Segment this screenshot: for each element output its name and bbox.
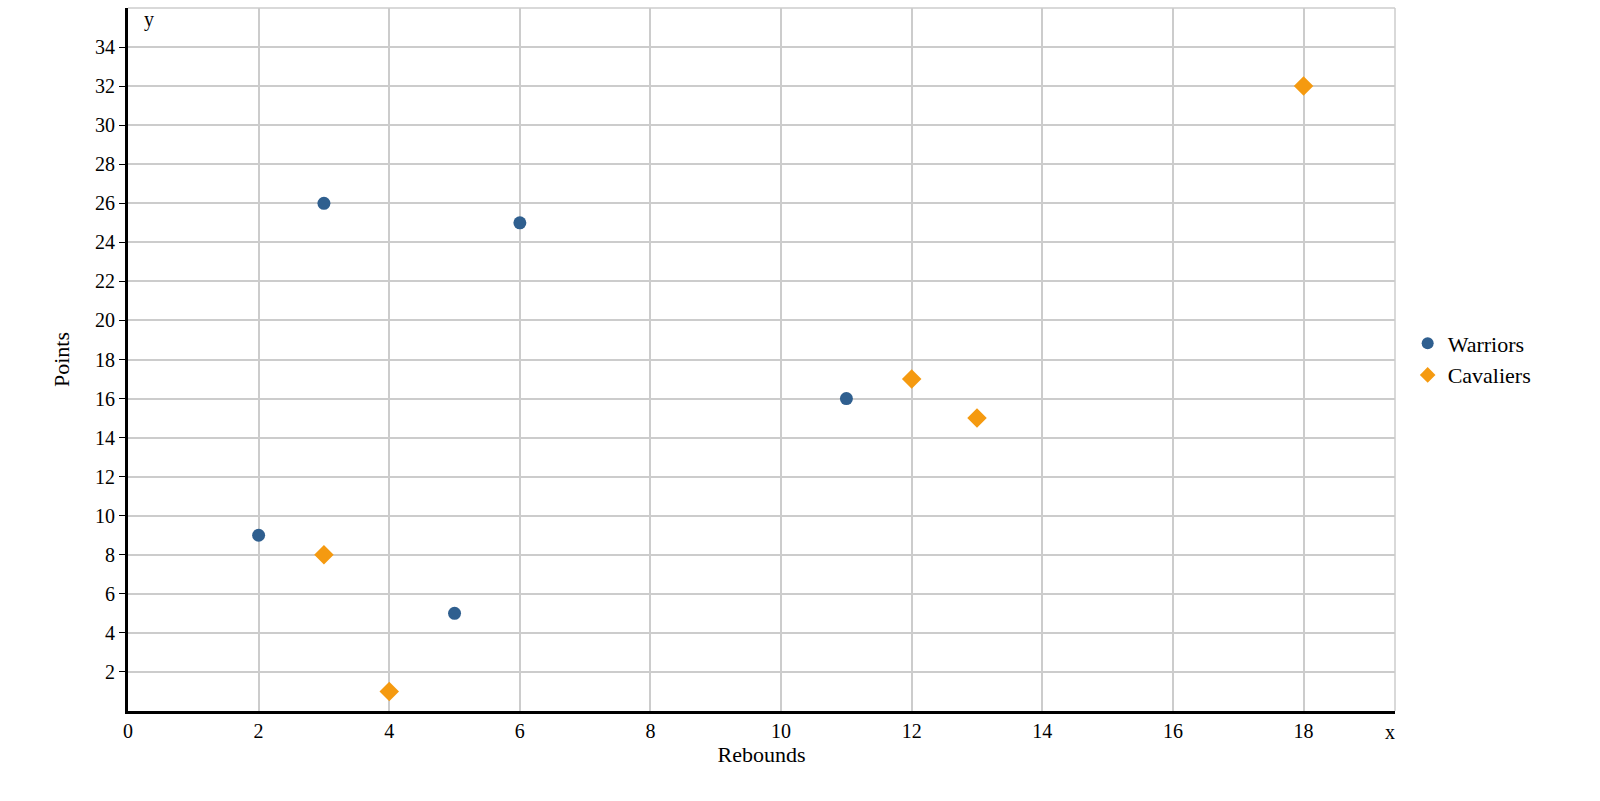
svg-text:30: 30 [95, 114, 115, 136]
svg-text:4: 4 [105, 622, 115, 644]
svg-text:Warriors: Warriors [1448, 332, 1524, 357]
svg-text:24: 24 [95, 231, 115, 253]
svg-text:Rebounds: Rebounds [718, 742, 806, 767]
svg-text:0: 0 [123, 720, 133, 742]
svg-text:16: 16 [1163, 720, 1183, 742]
svg-text:12: 12 [95, 466, 115, 488]
svg-text:34: 34 [95, 36, 115, 58]
svg-text:10: 10 [771, 720, 791, 742]
svg-text:20: 20 [95, 309, 115, 331]
svg-text:22: 22 [95, 270, 115, 292]
svg-text:18: 18 [1294, 720, 1314, 742]
svg-text:y: y [144, 8, 154, 31]
svg-text:14: 14 [1032, 720, 1052, 742]
svg-text:8: 8 [645, 720, 655, 742]
svg-text:12: 12 [902, 720, 922, 742]
svg-text:6: 6 [515, 720, 525, 742]
svg-text:4: 4 [384, 720, 394, 742]
svg-text:16: 16 [95, 388, 115, 410]
svg-text:8: 8 [105, 544, 115, 566]
svg-text:Cavaliers: Cavaliers [1448, 363, 1531, 388]
svg-text:10: 10 [95, 505, 115, 527]
svg-text:32: 32 [95, 75, 115, 97]
svg-text:2: 2 [105, 661, 115, 683]
svg-text:18: 18 [95, 349, 115, 371]
svg-text:x: x [1385, 721, 1395, 743]
svg-text:28: 28 [95, 153, 115, 175]
svg-text:14: 14 [95, 427, 115, 449]
svg-text:2: 2 [254, 720, 264, 742]
svg-text:6: 6 [105, 583, 115, 605]
svg-text:26: 26 [95, 192, 115, 214]
svg-text:Points: Points [49, 332, 74, 387]
